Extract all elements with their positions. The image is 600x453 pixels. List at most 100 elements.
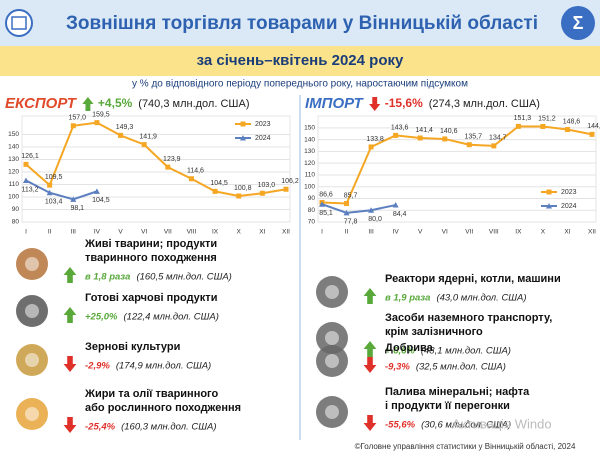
legend-marker — [240, 121, 246, 127]
y-tick-label: 120 — [8, 169, 19, 176]
footer: ©Головне управління статистики у Вінниць… — [355, 442, 576, 451]
data-label: 151,3 — [514, 115, 532, 122]
item-icon-detail — [25, 257, 39, 271]
legend-marker — [240, 135, 246, 141]
legend-label: 2024 — [561, 203, 577, 210]
point — [442, 136, 448, 142]
item-change: -2,9% — [85, 361, 110, 372]
point — [392, 202, 399, 208]
x-tick-label: I — [25, 229, 27, 236]
data-label: 80,0 — [368, 216, 382, 223]
arrow-up — [63, 267, 77, 283]
data-label: 149,3 — [116, 124, 134, 131]
period-band — [0, 46, 600, 76]
point — [589, 131, 595, 137]
series-line — [321, 125, 593, 205]
item-icon-detail — [325, 354, 339, 368]
item-name: крім залізничного — [385, 326, 483, 338]
logo-left-icon — [11, 16, 27, 30]
point — [319, 201, 325, 207]
header-band — [0, 0, 600, 46]
point — [212, 188, 218, 194]
content: ЕКСПОРТ +4,5% (740,3 млн.дол. США) ІМПОРТ -1… — [5, 95, 600, 433]
section-total: (740,3 млн.дол. США) — [138, 98, 249, 110]
x-tick-label: X — [237, 229, 242, 236]
item-icon-detail — [325, 405, 339, 419]
point — [344, 201, 350, 207]
x-tick-label: III — [71, 229, 77, 236]
data-label: 85,7 — [344, 192, 358, 199]
point — [70, 196, 77, 202]
x-tick-label: III — [368, 229, 374, 236]
x-tick-label: XI — [259, 229, 265, 236]
data-label: 103,4 — [45, 199, 63, 206]
x-tick-label: IV — [94, 229, 101, 236]
data-label: 133,8 — [366, 136, 384, 143]
series-line — [321, 203, 396, 214]
arrow-down — [369, 97, 381, 111]
item-name: Живі тварини; продукти — [84, 238, 217, 250]
item-icon-detail — [25, 304, 39, 318]
data-label: 159,5 — [92, 111, 110, 118]
legend-label: 2023 — [561, 189, 577, 196]
arrow-down — [63, 417, 77, 433]
y-tick-label: 100 — [304, 183, 315, 190]
title: Зовнішня торгівля товарами у Вінницькій … — [66, 13, 538, 34]
x-tick-label: II — [345, 229, 349, 236]
point — [23, 177, 29, 183]
data-label: 141,9 — [139, 133, 157, 140]
point — [23, 161, 29, 167]
x-tick-label: XI — [564, 229, 570, 236]
data-label: 140,6 — [440, 128, 458, 135]
x-tick-label: XII — [282, 229, 290, 236]
data-label: 106,2 — [281, 178, 299, 185]
point — [47, 182, 53, 188]
item-value: (43,0 млн.дол. США) — [436, 293, 526, 304]
item-icon-detail — [325, 285, 339, 299]
point — [393, 132, 399, 138]
item-name: Палива мінеральні; нафта — [385, 386, 530, 398]
item-value: (174,9 млн.дол. США) — [116, 361, 211, 372]
point — [259, 190, 265, 196]
x-tick-label: VII — [164, 229, 172, 236]
y-tick-label: 90 — [12, 206, 20, 213]
watermark: Активація Windo — [452, 416, 552, 431]
arrow-up — [363, 288, 377, 304]
data-label: 77,8 — [344, 219, 358, 226]
section-label: ЕКСПОРТ — [5, 95, 78, 112]
point — [93, 188, 100, 194]
legend-marker — [546, 189, 552, 195]
data-label: 143,6 — [391, 124, 409, 131]
item-value: (48,1 млн.дол. США) — [421, 346, 511, 357]
logo-sigma: Σ — [573, 13, 584, 33]
section-change: +4,5% — [98, 96, 133, 110]
y-tick-label: 120 — [304, 160, 315, 167]
point — [236, 193, 242, 199]
point — [46, 189, 53, 196]
x-tick-label: VI — [141, 229, 147, 236]
x-tick-label: VII — [465, 229, 473, 236]
y-tick-label: 80 — [308, 207, 316, 214]
data-label: 109,5 — [45, 174, 63, 181]
section-label: ІМПОРТ — [305, 95, 365, 112]
data-label: 126,1 — [21, 153, 39, 160]
data-label: 85,1 — [319, 210, 333, 217]
point — [417, 135, 423, 141]
point — [343, 209, 350, 216]
y-tick-label: 140 — [8, 144, 19, 151]
y-tick-label: 100 — [8, 194, 19, 201]
point — [94, 120, 100, 126]
point — [283, 186, 289, 192]
data-label: 151,2 — [538, 115, 556, 122]
point — [491, 143, 497, 149]
x-tick-label: IX — [515, 229, 522, 236]
item-change: -55,6% — [385, 420, 416, 431]
x-tick-label: V — [418, 229, 423, 236]
arrow-down — [363, 415, 377, 431]
data-label: 100,8 — [234, 185, 252, 192]
item-name: і продукти її перегонки — [385, 400, 510, 412]
series-line — [25, 121, 287, 198]
logo-left — [5, 9, 33, 37]
x-tick-label: IX — [212, 229, 219, 236]
x-tick-label: IV — [393, 229, 400, 236]
